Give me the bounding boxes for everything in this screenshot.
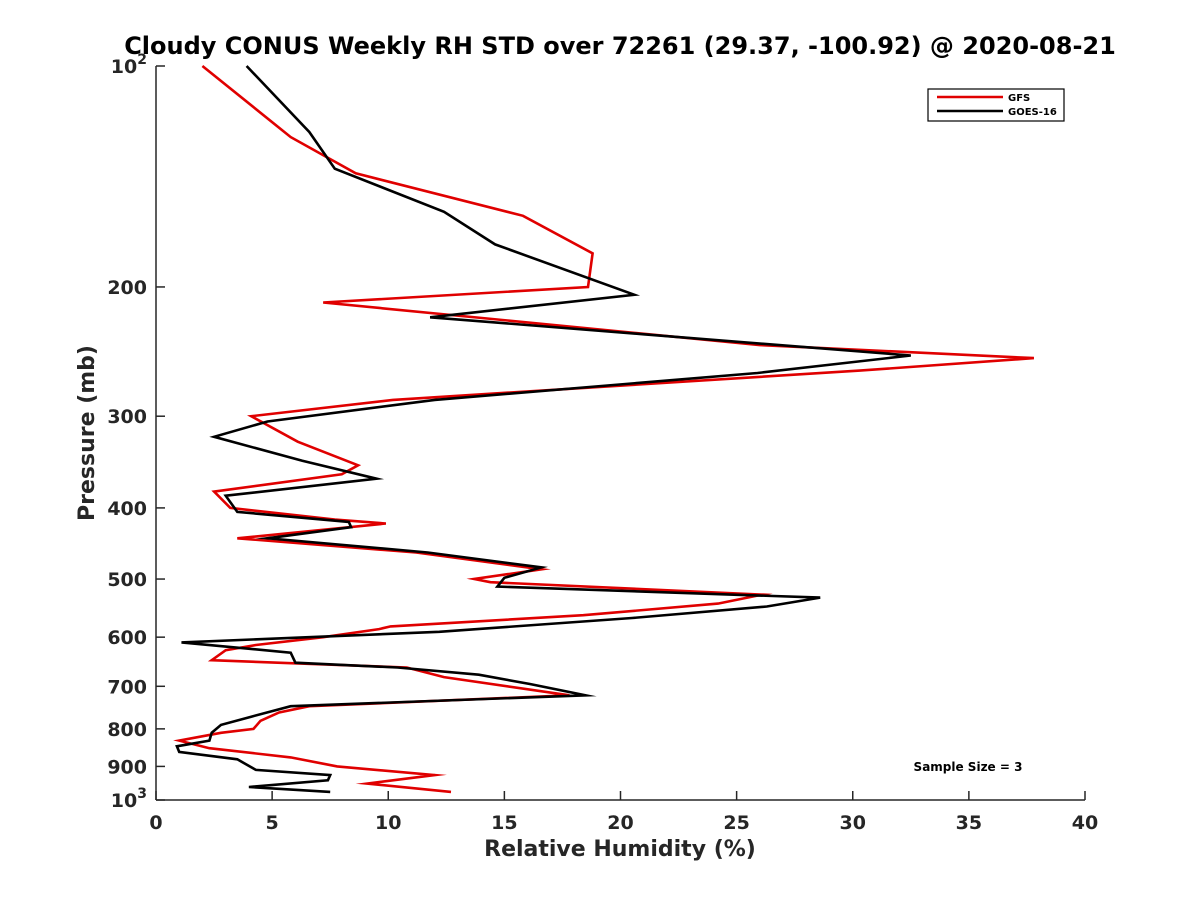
y-tick-label: 600 [107, 627, 147, 649]
x-tick-label: 15 [491, 812, 517, 834]
y-tick-label: 400 [107, 498, 147, 520]
y-tick-label: 300 [107, 406, 147, 428]
legend-label-gfs: GFS [1008, 93, 1030, 104]
y-tick-label: 700 [107, 676, 147, 698]
x-axis-label: Relative Humidity (%) [484, 837, 756, 862]
legend-box [927, 88, 1065, 122]
x-tick-label: 40 [1072, 812, 1098, 834]
y-tick-label: 500 [107, 569, 147, 591]
x-ticks: 0 5 10 15 20 25 30 35 40 [149, 791, 1098, 834]
x-tick-label: 25 [723, 812, 749, 834]
series-line-gfs [173, 64, 1034, 794]
x-tick-label: 30 [840, 812, 866, 834]
legend[interactable]: GFS GOES-16 [927, 88, 1065, 122]
x-tick-label: 10 [375, 812, 401, 834]
y-ticks: 102 200 300 400 500 600 700 800 900 103 [107, 52, 165, 812]
y-tick-label: 900 [107, 756, 147, 778]
y-tick-label: 102 [111, 52, 147, 78]
x-tick-label: 5 [266, 812, 279, 834]
series-line-goes-16 [175, 65, 911, 794]
sample-size-annotation: Sample Size = 3 [914, 760, 1023, 774]
x-tick-label: 0 [149, 812, 162, 834]
y-tick-label: 800 [107, 719, 147, 741]
legend-label-goes-16: GOES-16 [1008, 107, 1057, 118]
y-tick-label: 200 [107, 277, 147, 299]
chart-title: Cloudy CONUS Weekly RH STD over 72261 (2… [124, 32, 1116, 60]
x-tick-label: 35 [956, 812, 982, 834]
y-axis-label: Pressure (mb) [75, 345, 100, 521]
series-lines [173, 64, 1034, 794]
y-tick-label: 103 [111, 786, 147, 812]
x-tick-label: 20 [607, 812, 633, 834]
